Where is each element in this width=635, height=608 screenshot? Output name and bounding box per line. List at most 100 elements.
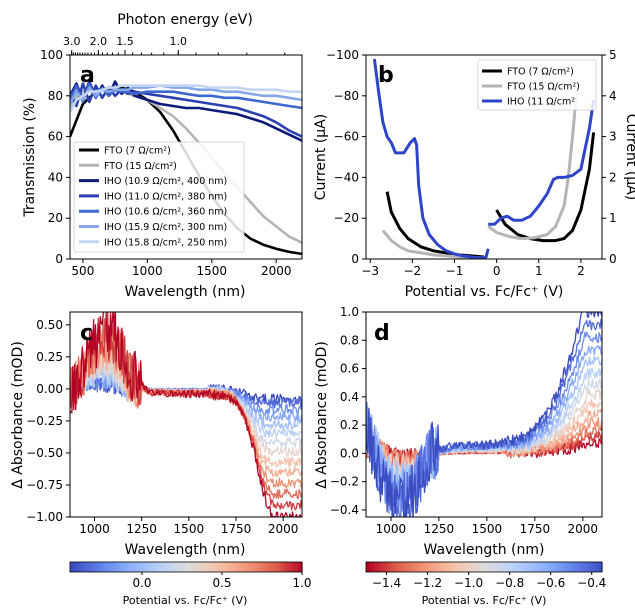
- panel-d-colorbar-segment: [373, 562, 379, 572]
- panel-c-colorbar-segment: [232, 562, 237, 572]
- panel-c-colorbar-segment: [286, 562, 291, 572]
- panel-d-colorbar-segment: [491, 562, 497, 572]
- panel-d-colorbar-segment: [460, 562, 465, 572]
- panel-c-colorbar-segment: [112, 562, 117, 572]
- panel-c-colorbar-segment: [120, 562, 125, 572]
- panel-a-xtick-label-2: 1500: [197, 264, 228, 278]
- panel-c-colorbar-segment: [70, 562, 75, 572]
- panel-d-colorbar-tick-label-5: −0.4: [577, 576, 606, 590]
- panel-d-colorbar-segment: [448, 562, 454, 572]
- panel-c-colorbar-segment: [278, 562, 284, 572]
- panel-c-colorbar-segment: [97, 562, 102, 572]
- panel-c-colorbar-segment: [77, 562, 83, 572]
- panel-d-colorbar-segment: [428, 562, 434, 572]
- panel-c-colorbar-segment: [209, 562, 214, 572]
- panel-d-colorbar-segment: [590, 562, 595, 572]
- panel-b-right-y-axis-label: Current (μA): [623, 114, 635, 200]
- panel-d-colorbar-segment: [366, 562, 371, 572]
- panel-a-x2tick-label-2: 1.5: [116, 35, 134, 48]
- panel-d-colorbar-segment: [377, 562, 383, 572]
- panel-b-xtick-label-1: −2: [404, 264, 422, 278]
- panel-c-colorbar-segment: [124, 562, 129, 572]
- panel-d-spectrum-3: [366, 416, 602, 478]
- panel-d-y-axis-label: Δ Absorbance (mOD): [314, 341, 330, 489]
- panel-b-legend-label-1: FTO (15 Ω/cm²): [507, 82, 580, 93]
- panel-d-colorbar-segment: [507, 562, 513, 572]
- panel-c-colorbar-tick-label-2: 1.0: [292, 576, 311, 590]
- panel-d-xtick-label-2: 1500: [472, 522, 503, 536]
- panel-c-colorbar-segment: [93, 562, 98, 572]
- panel-b-ytick-label-4: −80: [334, 89, 359, 103]
- panel-b-series-1: [381, 229, 485, 259]
- panel-c-ytick-label-2: 0.00: [36, 382, 63, 396]
- panel-c-y-axis-label: Δ Absorbance (mOD): [10, 341, 26, 489]
- panel-d-colorbar-segment: [554, 562, 560, 572]
- panel-b-y2tick-label-1: 1: [609, 211, 617, 225]
- panel-d-colorbar-segment: [598, 562, 603, 572]
- panel-a-letter: a: [80, 63, 95, 88]
- panel-c-colorbar-segment: [170, 562, 175, 572]
- panel-c-colorbar-segment: [155, 562, 160, 572]
- panel-d-colorbar-segment: [389, 562, 395, 572]
- panel-c-ytick-label-1: 0.25: [36, 350, 63, 364]
- panel-b-x-axis-label: Potential vs. Fc/Fc⁺ (V): [405, 284, 564, 300]
- panel-c-xtick-label-1: 1250: [126, 522, 157, 536]
- panel-a-xtick-label-1: 1000: [132, 264, 163, 278]
- panel-b-ytick-label-5: −100: [326, 48, 359, 62]
- panel-b-legend-label-0: FTO (7 Ω/cm²): [507, 67, 574, 78]
- panel-d-colorbar-segment: [440, 562, 446, 572]
- panel-c-colorbar-segment: [247, 562, 253, 572]
- panel-d-frame: [365, 311, 603, 518]
- panel-c-colorbar-segment: [147, 562, 152, 572]
- panel-d-ytick-label-1: 0.8: [340, 333, 359, 347]
- panel-c-xtick-label-0: 1000: [79, 522, 110, 536]
- panel-d-colorbar-segment: [574, 562, 579, 572]
- panel-c-colorbar-segment: [282, 562, 288, 572]
- panel-d-colorbar-segment: [511, 562, 517, 572]
- panel-c-colorbar-segment: [100, 562, 106, 572]
- panel-d-colorbar-segment: [566, 562, 572, 572]
- panel-d-ytick-label-0: 1.0: [340, 305, 359, 319]
- panel-c-xtick-label-3: 1750: [221, 522, 252, 536]
- panel-a-frame: [69, 54, 303, 260]
- panel-b-xtick-label-5: 2: [577, 264, 585, 278]
- panel-a-top-axis-label: Photon energy (eV): [117, 12, 253, 28]
- panel-c: 1000 1250 1500 1750 2000 0.50 0.25 0.00 −0.25 −0.…: [10, 311, 312, 607]
- panel-c-colorbar-segment: [290, 562, 295, 572]
- panel-a-series-3: [70, 82, 302, 138]
- panel-a-ytick-label-1: 20: [48, 211, 63, 225]
- panel-b-y2tick-label-5: 5: [609, 48, 617, 62]
- panel-d-colorbar-tick-label-0: −1.4: [372, 576, 401, 590]
- panel-c-ytick-label-5: −0.75: [26, 478, 63, 492]
- panel-d-colorbar-tick-label-4: −0.6: [536, 576, 565, 590]
- panel-a-x-axis-label: Wavelength (nm): [125, 284, 246, 300]
- panel-d-colorbar-segment: [425, 562, 430, 572]
- panel-d-colorbar: −1.4 −1.2 −1.0 −0.8 −0.6 −0.4: [365, 561, 606, 590]
- panel-a-legend-label-0: FTO (7 Ω/cm²): [104, 146, 171, 157]
- panel-b-series-5: [488, 99, 596, 226]
- panel-a-y-axis-label: Transmission (%): [22, 97, 38, 217]
- panel-c-spectrum-13: [70, 312, 302, 517]
- panel-b-y2tick-label-4: 4: [609, 89, 617, 103]
- panel-d-colorbar-segment: [570, 562, 576, 572]
- panel-d-xtick-label-3: 1750: [520, 522, 551, 536]
- panel-c-colorbar-segment: [228, 562, 233, 572]
- panel-d-colorbar-segment: [527, 562, 532, 572]
- panel-c-colorbar-segment: [251, 562, 257, 572]
- panel-d-colorbar-segment: [417, 562, 422, 572]
- panel-d-colorbar-segment: [487, 562, 493, 572]
- panel-a-ytick-label-0: 0: [55, 252, 63, 266]
- panel-c-colorbar-segment: [274, 562, 280, 572]
- panel-d-colorbar-segment: [519, 562, 524, 572]
- panel-b-legend: FTO (7 Ω/cm²) FTO (15 Ω/cm²) IHO (11 Ω/cm²: [477, 59, 597, 111]
- panel-c-colorbar-segment: [166, 562, 172, 572]
- panel-d-xtick-label-0: 1000: [376, 522, 407, 536]
- panel-d-colorbar-segment: [539, 562, 544, 572]
- panel-b-y2tick-label-3: 3: [609, 130, 617, 144]
- panel-b-ytick-label-0: 0: [351, 252, 359, 266]
- panel-c-colorbar-tick-label-1: 0.5: [212, 576, 231, 590]
- panel-d-colorbar-segment: [582, 562, 587, 572]
- panel-c-x-axis-label: Wavelength (nm): [125, 542, 246, 558]
- panel-c-colorbar-segment: [73, 562, 79, 572]
- panel-d-colorbar-segment: [432, 562, 438, 572]
